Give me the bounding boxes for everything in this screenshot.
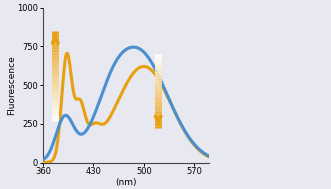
Y-axis label: Fluorescence: Fluorescence bbox=[7, 55, 16, 115]
X-axis label: (nm): (nm) bbox=[115, 178, 136, 187]
